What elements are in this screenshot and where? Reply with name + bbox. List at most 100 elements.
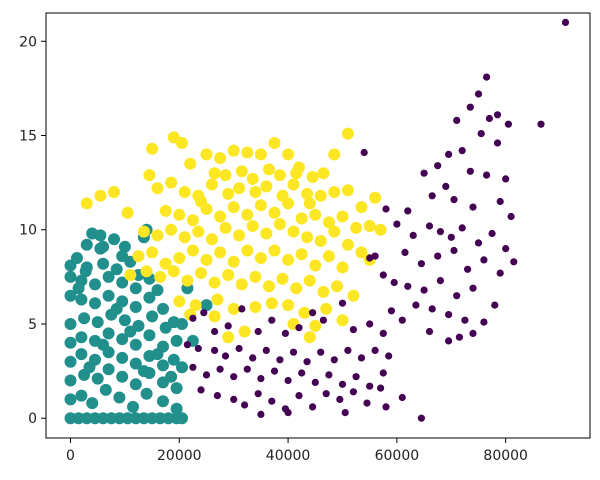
data-point-series-2: [366, 382, 374, 390]
data-point-series-1: [336, 314, 349, 327]
data-point-series-2: [417, 414, 425, 422]
data-point-series-1: [186, 244, 199, 257]
data-point-series-2: [189, 363, 197, 371]
data-point-series-1: [301, 187, 314, 200]
y-tick-label: 5: [28, 317, 37, 333]
data-point-series-2: [257, 375, 265, 383]
data-point-series-1: [151, 182, 164, 195]
data-point-series-1: [341, 127, 354, 140]
data-point-series-1: [178, 231, 191, 244]
data-point-series-0: [176, 318, 188, 330]
data-point-series-1: [303, 197, 316, 210]
data-point-series-2: [434, 252, 442, 260]
data-point-series-1: [336, 261, 349, 274]
data-point-series-0: [72, 412, 85, 425]
data-point-series-0: [121, 412, 134, 425]
data-point-series-1: [208, 167, 221, 180]
data-point-series-2: [230, 373, 238, 381]
data-point-series-2: [493, 111, 502, 119]
data-point-series-1: [254, 148, 267, 161]
data-point-series-2: [336, 395, 344, 403]
data-point-series-2: [382, 205, 390, 213]
data-point-series-0: [137, 365, 150, 378]
data-point-series-1: [254, 252, 267, 264]
data-point-series-0: [129, 301, 142, 313]
data-point-series-2: [510, 258, 518, 266]
data-point-series-2: [262, 346, 270, 354]
data-point-series-1: [173, 295, 186, 308]
data-point-series-2: [420, 286, 428, 294]
data-point-series-1: [143, 169, 156, 182]
data-point-series-2: [319, 316, 327, 324]
data-point-series-2: [268, 397, 276, 405]
data-point-series-2: [447, 233, 455, 241]
data-point-series-2: [436, 277, 444, 285]
data-point-series-0: [170, 382, 183, 395]
data-point-series-1: [331, 280, 343, 293]
data-point-series-1: [309, 259, 322, 272]
data-point-series-1: [314, 189, 327, 202]
data-point-series-2: [183, 341, 191, 349]
data-point-series-2: [480, 256, 488, 264]
data-point-series-0: [64, 289, 77, 302]
data-point-series-2: [366, 320, 374, 328]
data-point-series-2: [385, 352, 393, 360]
data-point-series-1: [369, 191, 382, 204]
data-point-series-0: [64, 318, 77, 330]
data-point-series-0: [113, 412, 126, 425]
data-point-series-0: [200, 299, 213, 312]
data-point-series-2: [417, 260, 425, 268]
data-point-series-1: [328, 148, 341, 161]
data-point-series-2: [371, 346, 379, 354]
data-point-series-2: [537, 120, 545, 128]
data-point-series-2: [349, 326, 357, 334]
data-point-series-2: [268, 316, 276, 324]
y-axis: 0 5 10 15 20: [19, 34, 46, 427]
data-point-series-2: [309, 309, 317, 317]
data-point-series-1: [276, 272, 289, 285]
data-point-series-1: [121, 206, 134, 219]
data-point-series-0: [157, 302, 169, 315]
data-point-series-2: [453, 116, 461, 124]
data-point-series-2: [284, 376, 292, 385]
data-point-series-2: [461, 316, 469, 324]
data-point-series-1: [192, 225, 205, 238]
data-point-series-2: [561, 18, 570, 26]
data-point-series-1: [94, 189, 107, 202]
data-point-series-0: [140, 387, 153, 400]
data-point-series-2: [493, 139, 502, 147]
data-point-series-1: [317, 285, 330, 298]
data-point-series-1: [195, 267, 207, 280]
data-point-series-2: [496, 269, 504, 277]
data-point-series-2: [442, 182, 450, 190]
data-point-series-0: [129, 282, 142, 295]
data-point-series-2: [325, 371, 333, 379]
data-point-series-1: [314, 235, 327, 247]
data-point-series-1: [241, 208, 254, 221]
data-point-series-2: [189, 314, 197, 322]
data-point-series-0: [176, 412, 188, 425]
data-point-series-0: [89, 297, 101, 310]
data-point-series-0: [167, 353, 180, 366]
data-point-series-0: [64, 393, 77, 406]
data-point-series-2: [445, 311, 453, 319]
data-point-series-2: [425, 222, 434, 230]
data-point-series-2: [216, 365, 224, 373]
data-point-series-1: [238, 325, 251, 338]
data-point-series-2: [458, 224, 466, 232]
data-point-series-0: [102, 270, 115, 283]
data-point-series-1: [222, 269, 235, 281]
data-point-series-2: [254, 327, 262, 336]
data-point-series-1: [268, 137, 281, 149]
data-point-series-1: [249, 186, 262, 198]
data-point-series-1: [200, 253, 213, 266]
data-point-series-2: [480, 318, 488, 326]
data-point-series-1: [295, 212, 308, 225]
data-point-series-1: [178, 186, 191, 198]
data-point-series-1: [211, 293, 224, 306]
data-point-series-1: [165, 176, 178, 189]
data-point-series-0: [143, 329, 156, 342]
data-point-series-2: [330, 356, 338, 364]
data-point-series-0: [116, 250, 129, 263]
